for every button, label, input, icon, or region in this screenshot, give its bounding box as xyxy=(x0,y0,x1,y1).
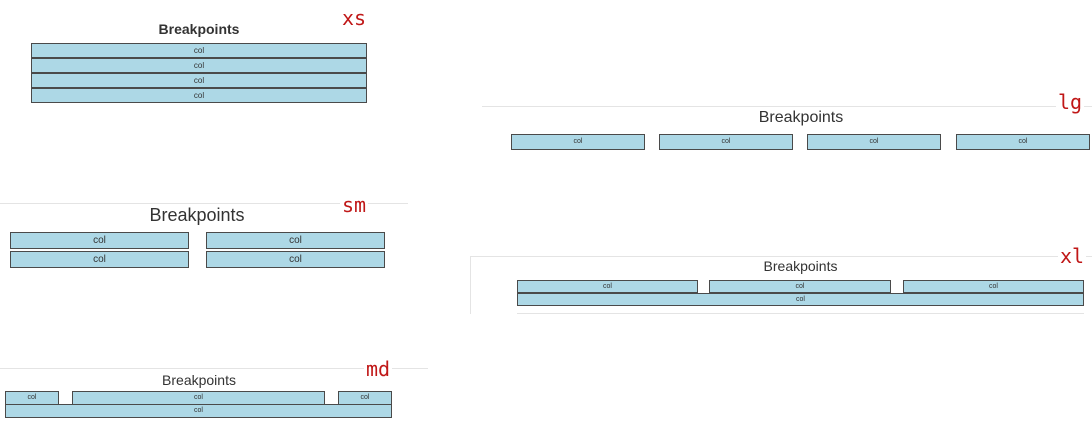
lg-col-1: col xyxy=(511,134,645,150)
md-col-4: col xyxy=(5,404,392,418)
sm-col-3: col xyxy=(10,251,189,268)
xl-top-border xyxy=(470,256,1092,257)
xs-col-3: col xyxy=(31,73,367,88)
xs-col-4: col xyxy=(31,88,367,103)
md-col-2: col xyxy=(72,391,325,405)
md-title: Breakpoints xyxy=(162,372,236,388)
xl-title: Breakpoints xyxy=(763,258,838,274)
sm-col-2: col xyxy=(206,232,385,249)
xl-label: xl xyxy=(1058,244,1087,268)
xl-left-border xyxy=(470,256,471,314)
sm-title: Breakpoints xyxy=(149,205,245,225)
md-col-3: col xyxy=(338,391,392,405)
md-col-1: col xyxy=(5,391,59,405)
lg-col-3: col xyxy=(807,134,941,150)
sm-top-border xyxy=(0,203,408,204)
xl-col-4: col xyxy=(517,293,1084,306)
xs-col-1: col xyxy=(31,43,367,58)
sm-label: sm xyxy=(340,193,369,217)
lg-col-4: col xyxy=(956,134,1090,150)
md-top-border xyxy=(0,368,428,369)
xs-label: xs xyxy=(342,6,367,30)
lg-label: lg xyxy=(1056,90,1085,114)
xl-bottom-border xyxy=(517,313,1084,314)
lg-title: Breakpoints xyxy=(758,109,844,126)
xs-col-2: col xyxy=(31,58,367,73)
xl-col-3: col xyxy=(903,280,1084,293)
sm-col-4: col xyxy=(206,251,385,268)
xl-col-2: col xyxy=(709,280,891,293)
md-label: md xyxy=(364,357,393,381)
xl-col-1: col xyxy=(517,280,698,293)
xs-title: Breakpoints xyxy=(158,21,240,37)
lg-top-border xyxy=(482,106,1092,107)
lg-col-2: col xyxy=(659,134,793,150)
sm-col-1: col xyxy=(10,232,189,249)
